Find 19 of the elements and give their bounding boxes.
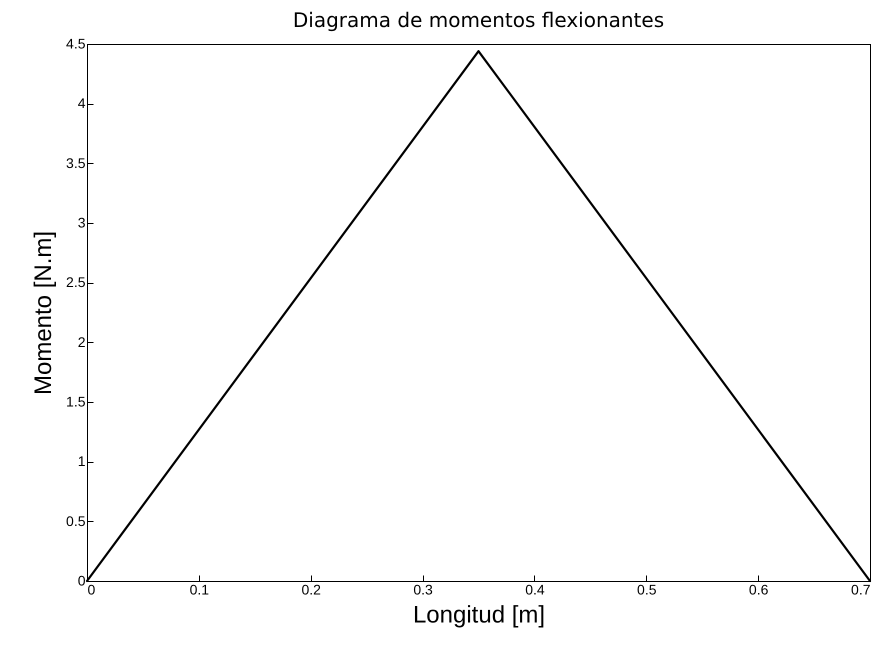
x-tick-label: 0.7 [851, 582, 871, 598]
y-tick-label: 1 [78, 453, 86, 470]
x-tick-label: 0.4 [525, 582, 545, 598]
y-tick-label: 3 [78, 214, 86, 230]
x-tick-label: 0.5 [637, 582, 657, 598]
y-tick-label: 1.5 [66, 394, 86, 410]
x-axis-title: Longitud [m] [412, 602, 546, 628]
x-tick-label: 0.3 [413, 582, 434, 598]
y-tick-label: 0.5 [66, 512, 86, 529]
y-tick-label: 4 [78, 95, 86, 112]
y-tick-label: 2.5 [66, 274, 86, 290]
y-tick-label: 3.5 [66, 154, 86, 171]
x-tick-label: 0.1 [190, 582, 210, 598]
x-tick-label: 0.2 [301, 582, 322, 598]
y-tick-label: 4.5 [66, 36, 86, 52]
y-tick-label: 2 [78, 334, 86, 350]
chart-title: Diagrama de momentos flexionantes [292, 8, 664, 32]
x-tick-label: 0.6 [748, 582, 769, 598]
y-axis-title: Momento [N.m] [30, 230, 58, 396]
